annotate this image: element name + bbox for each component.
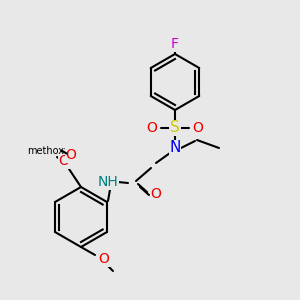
Text: O: O [193, 121, 203, 135]
Text: NH: NH [98, 175, 118, 189]
Text: O: O [151, 187, 161, 201]
Text: methoxy: methoxy [28, 146, 70, 156]
Text: F: F [171, 37, 179, 51]
Text: O: O [58, 154, 69, 168]
Text: N: N [169, 140, 181, 155]
Text: S: S [170, 121, 180, 136]
Text: O: O [99, 252, 110, 266]
Text: O: O [147, 121, 158, 135]
Text: O: O [66, 148, 76, 162]
